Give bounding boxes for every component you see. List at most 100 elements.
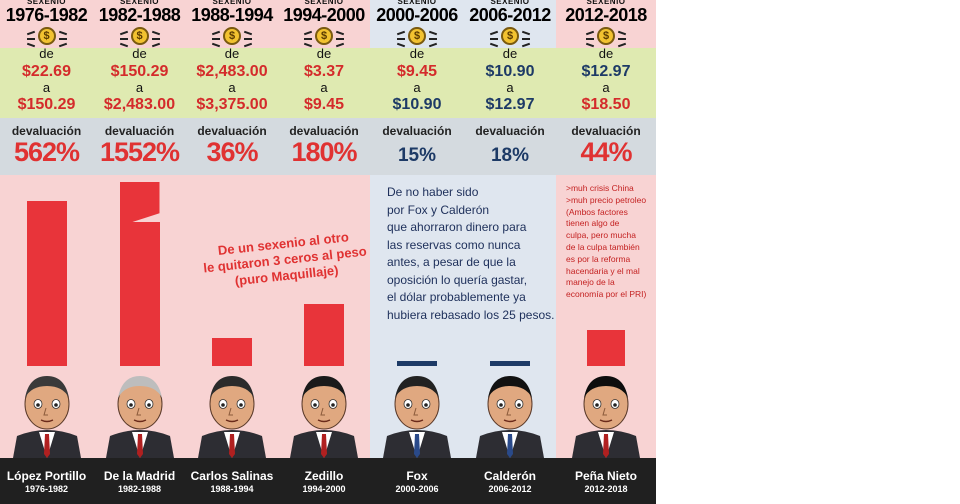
connector-a: a [135, 80, 144, 95]
rate-from: $12.97 [581, 63, 631, 80]
rate-from: $9.45 [396, 63, 438, 80]
annotation-line: >muh crisis China [566, 183, 634, 193]
rate-from: $10.90 [485, 63, 535, 80]
dollar-coin-icon: $ [37, 27, 56, 45]
connector-a: a [506, 80, 514, 95]
sexenio-years: 1976-1982 [5, 5, 88, 25]
devaluation-bar-lower [119, 222, 160, 366]
rate-from: $150.29 [110, 63, 169, 80]
sexenio-label: SEXENIO [212, 0, 252, 6]
president-term: 1988-1994 [210, 484, 254, 494]
connector-a: a [228, 80, 236, 95]
annotation-line: es por la reforma [566, 253, 631, 264]
connector-a: a [320, 80, 328, 95]
coin-ray [397, 38, 405, 40]
coin-ray [522, 38, 530, 40]
dollar-coin-icon: $ [408, 27, 426, 45]
annotation-line: (Ambos factores [566, 206, 628, 217]
sexenio-years: 1982-1988 [98, 5, 181, 25]
devaluation-label: devaluación [197, 124, 267, 138]
annotation-line: por Fox y Calderón [387, 202, 490, 217]
connector-de: de [409, 46, 425, 61]
coin-ray [119, 38, 128, 40]
devaluation-bar [304, 304, 344, 366]
devaluation-infographic: SEXENIO 1976-1982 $ de $22.69 a $150.29 devalua… [0, 0, 656, 504]
dollar-coin-icon: $ [223, 27, 241, 45]
connector-de: de [39, 46, 54, 61]
annotation-line: manejo de la [566, 277, 615, 288]
sexenio-years: 2012-2018 [565, 5, 647, 25]
connector-de: de [316, 46, 332, 61]
connector-a: a [413, 80, 421, 95]
coin-ray [586, 38, 594, 40]
annotation-line: tienen algo de [566, 218, 620, 229]
devaluation-percent: 44% [580, 137, 632, 167]
president-portrait [105, 376, 174, 458]
devaluation-label: devaluación [11, 124, 82, 138]
president-portrait [476, 376, 544, 458]
annotation-line: oposición lo quería gastar, [387, 272, 528, 287]
connector-de: de [598, 46, 614, 61]
annotation-line: De no haber sido [387, 185, 479, 199]
sexenio-label: SEXENIO [119, 0, 160, 6]
rate-to: $12.97 [485, 96, 535, 113]
president-name: Carlos Salinas [190, 469, 274, 483]
president-portrait [290, 376, 358, 458]
devaluation-percent: 15% [397, 145, 437, 166]
footer-bar [0, 458, 656, 504]
connector-de: de [132, 46, 147, 61]
annotation-line: hacendaria y el mal [566, 265, 640, 276]
annotation-line: el dólar probablemente ya [387, 290, 526, 304]
annotation-pena-nieto: >muh crisis China >muh precio petroleo (Am… [566, 183, 654, 301]
president-name: Zedillo [304, 469, 344, 483]
coin-ray [58, 38, 67, 40]
devaluation-bar [26, 201, 67, 366]
connector-de: de [502, 46, 518, 61]
coin-ray [212, 38, 220, 40]
coin-ray [429, 38, 437, 40]
coin-ray [490, 38, 498, 40]
annotation-line: >muh precio petroleo [566, 194, 647, 205]
rate-to: $10.90 [392, 96, 442, 113]
devaluation-label: devaluación [571, 124, 641, 138]
president-portrait [383, 376, 451, 458]
dollar-coin-icon: $ [315, 27, 333, 45]
annotation-line: de la culpa también [566, 241, 640, 252]
sexenio-label: SEXENIO [586, 0, 626, 6]
sexenio-years: 1988-1994 [191, 5, 273, 25]
dollar-coin-icon: $ [130, 27, 149, 45]
annotation-fox-calderon: De no haber sido por Fox y Calderón que ah… [387, 184, 567, 324]
president-name: Peña Nieto [574, 469, 637, 483]
sexenio-years: 1994-2000 [283, 5, 365, 25]
coin-ray [244, 38, 252, 40]
president-term: 1994-2000 [302, 484, 346, 494]
president-term: 1976-1982 [24, 484, 69, 494]
coin-ray [151, 38, 160, 40]
devaluation-label: devaluación [289, 124, 359, 138]
rate-to: $3,375.00 [196, 96, 268, 113]
coin-ray [618, 38, 626, 40]
annotation-line: que ahorraron dinero para [387, 220, 527, 234]
president-term: 1982-1988 [117, 484, 162, 494]
coin-ray [336, 38, 344, 40]
devaluation-bar [490, 361, 530, 366]
annotation-line: antes, a pesar de que la [387, 255, 516, 269]
connector-de: de [224, 46, 240, 61]
devaluation-percent: 18% [490, 145, 530, 166]
devaluation-percent: 562% [13, 137, 80, 167]
president-term: 2012-2018 [584, 484, 628, 494]
rate-to: $150.29 [17, 96, 76, 113]
rate-to: $18.50 [581, 96, 631, 113]
rate-from: $22.69 [22, 63, 71, 80]
devaluation-percent: 1552% [99, 137, 180, 167]
president-term: 2000-2006 [395, 484, 439, 494]
devaluation-bar [212, 338, 252, 366]
sexenio-label: SEXENIO [397, 0, 437, 6]
annotation-line: economía por el PRI) [566, 289, 647, 300]
devaluation-label: devaluación [104, 124, 175, 138]
sexenio-label: SEXENIO [490, 0, 530, 6]
rate-from: $2,483.00 [196, 63, 268, 80]
devaluation-percent: 180% [291, 137, 357, 167]
coin-ray [304, 38, 312, 40]
sexenio-label: SEXENIO [26, 0, 67, 6]
